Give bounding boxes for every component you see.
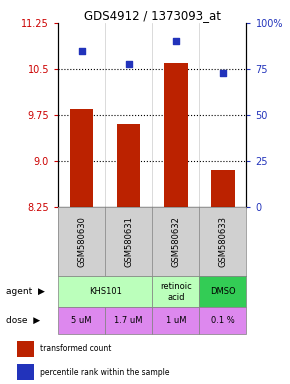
Text: transformed count: transformed count: [40, 344, 112, 353]
Bar: [211, 170, 235, 207]
Text: percentile rank within the sample: percentile rank within the sample: [40, 367, 170, 377]
Text: GSM580631: GSM580631: [124, 217, 133, 267]
Text: dose  ▶: dose ▶: [6, 316, 40, 325]
Bar: [164, 63, 188, 207]
Bar: [199, 307, 246, 334]
Bar: [58, 276, 152, 307]
Bar: [70, 109, 93, 207]
Text: GSM580632: GSM580632: [171, 217, 180, 267]
Text: GSM580633: GSM580633: [218, 217, 227, 267]
Text: GSM580630: GSM580630: [77, 217, 86, 267]
Bar: [58, 307, 105, 334]
Bar: [105, 307, 152, 334]
Text: 1 uM: 1 uM: [166, 316, 186, 325]
Bar: [17, 341, 35, 356]
Text: KHS101: KHS101: [89, 287, 122, 296]
Bar: [152, 276, 200, 307]
Title: GDS4912 / 1373093_at: GDS4912 / 1373093_at: [84, 9, 221, 22]
Point: [126, 61, 131, 67]
Bar: [152, 307, 200, 334]
Text: DMSO: DMSO: [210, 287, 236, 296]
Text: retinoic
acid: retinoic acid: [160, 282, 192, 301]
Bar: [117, 124, 140, 207]
Bar: [17, 364, 35, 380]
Text: 1.7 uM: 1.7 uM: [115, 316, 143, 325]
Point: [221, 70, 225, 76]
Bar: [199, 276, 246, 307]
Text: 5 uM: 5 uM: [71, 316, 92, 325]
Text: 0.1 %: 0.1 %: [211, 316, 235, 325]
Text: agent  ▶: agent ▶: [6, 287, 45, 296]
Point: [79, 48, 84, 54]
Point: [173, 38, 178, 45]
